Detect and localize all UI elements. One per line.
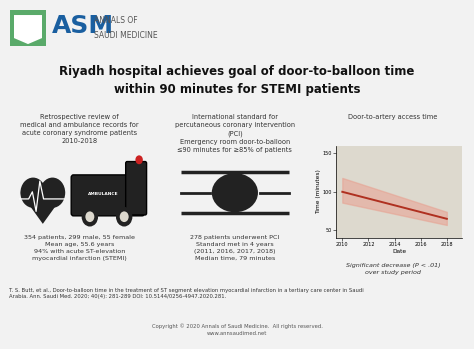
Ellipse shape <box>212 173 258 212</box>
Text: SAUDI MEDICINE: SAUDI MEDICINE <box>94 31 158 40</box>
Circle shape <box>85 211 94 222</box>
Circle shape <box>116 207 132 227</box>
Y-axis label: Time (minutes): Time (minutes) <box>316 169 321 214</box>
Text: Door-to-artery access time: Door-to-artery access time <box>348 114 438 120</box>
Circle shape <box>82 207 98 227</box>
Text: International standard for
percutaneous coronary intervention
(PCI)
Emergency ro: International standard for percutaneous … <box>175 114 295 153</box>
Text: Riyadh hospital achieves goal of door-to-balloon time
within 90 minutes for STEM: Riyadh hospital achieves goal of door-to… <box>59 65 415 96</box>
Text: Copyright © 2020 Annals of Saudi Medicine.  All rights reserved.
www.annsaudimed: Copyright © 2020 Annals of Saudi Medicin… <box>152 324 322 336</box>
Polygon shape <box>20 193 65 224</box>
FancyBboxPatch shape <box>126 162 146 215</box>
Text: ASM: ASM <box>52 14 114 38</box>
Polygon shape <box>14 15 42 44</box>
Text: 278 patients underwent PCI
Standard met in 4 years
(2011, 2016, 2017, 2018)
Medi: 278 patients underwent PCI Standard met … <box>190 236 280 261</box>
Text: T. S. Butt, et al., Door-to-balloon time in the treatment of ST segment elevatio: T. S. Butt, et al., Door-to-balloon time… <box>9 288 364 299</box>
X-axis label: Date: Date <box>392 248 406 254</box>
Circle shape <box>120 211 128 222</box>
Text: ANNALS OF: ANNALS OF <box>94 16 137 25</box>
Circle shape <box>136 155 143 164</box>
FancyBboxPatch shape <box>10 10 46 46</box>
FancyBboxPatch shape <box>71 175 145 216</box>
Circle shape <box>20 178 46 208</box>
Text: Significant decrease (P < .01)
over study period: Significant decrease (P < .01) over stud… <box>346 263 440 275</box>
Text: Retrospective review of
medical and ambulance records for
acute coronary syndrom: Retrospective review of medical and ambu… <box>20 114 139 144</box>
Text: 354 patients, 299 male, 55 female
Mean age, 55.6 years
94% with acute ST-elevati: 354 patients, 299 male, 55 female Mean a… <box>24 236 135 261</box>
Text: AMBULANCE: AMBULANCE <box>88 193 118 196</box>
Circle shape <box>40 178 65 208</box>
